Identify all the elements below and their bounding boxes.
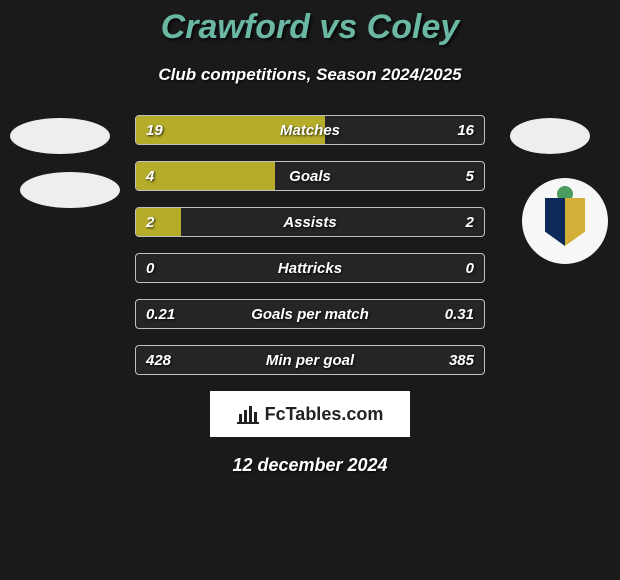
stat-row-matches: 19 Matches 16 bbox=[135, 115, 485, 145]
stat-label: Goals per match bbox=[136, 300, 484, 328]
footer-brand-logo: FcTables.com bbox=[210, 391, 410, 437]
stat-row-assists: 2 Assists 2 bbox=[135, 207, 485, 237]
stat-label: Matches bbox=[136, 116, 484, 144]
stat-row-min-per-goal: 428 Min per goal 385 bbox=[135, 345, 485, 375]
page-title: Crawford vs Coley bbox=[0, 8, 620, 47]
stat-label: Hattricks bbox=[136, 254, 484, 282]
stat-value-right: 385 bbox=[449, 346, 474, 374]
club-right-crest bbox=[522, 178, 608, 264]
player-right-avatar bbox=[510, 118, 590, 154]
player-left-avatar bbox=[10, 118, 110, 154]
footer-brand-text: FcTables.com bbox=[265, 404, 384, 425]
stats-bars: 19 Matches 16 4 Goals 5 2 Assists 2 0 Ha… bbox=[135, 115, 485, 375]
stat-label: Min per goal bbox=[136, 346, 484, 374]
stat-value-right: 2 bbox=[466, 208, 474, 236]
stat-value-right: 0 bbox=[466, 254, 474, 282]
chart-icon bbox=[237, 404, 259, 424]
stat-value-right: 16 bbox=[457, 116, 474, 144]
stat-row-goals: 4 Goals 5 bbox=[135, 161, 485, 191]
stat-value-right: 5 bbox=[466, 162, 474, 190]
infographic-container: Crawford vs Coley Club competitions, Sea… bbox=[0, 0, 620, 580]
crest-shield-icon bbox=[545, 198, 585, 246]
stat-label: Assists bbox=[136, 208, 484, 236]
club-left-avatar bbox=[20, 172, 120, 208]
page-subtitle: Club competitions, Season 2024/2025 bbox=[0, 65, 620, 85]
stat-value-right: 0.31 bbox=[445, 300, 474, 328]
stat-row-goals-per-match: 0.21 Goals per match 0.31 bbox=[135, 299, 485, 329]
page-date: 12 december 2024 bbox=[0, 455, 620, 476]
stat-row-hattricks: 0 Hattricks 0 bbox=[135, 253, 485, 283]
stat-label: Goals bbox=[136, 162, 484, 190]
